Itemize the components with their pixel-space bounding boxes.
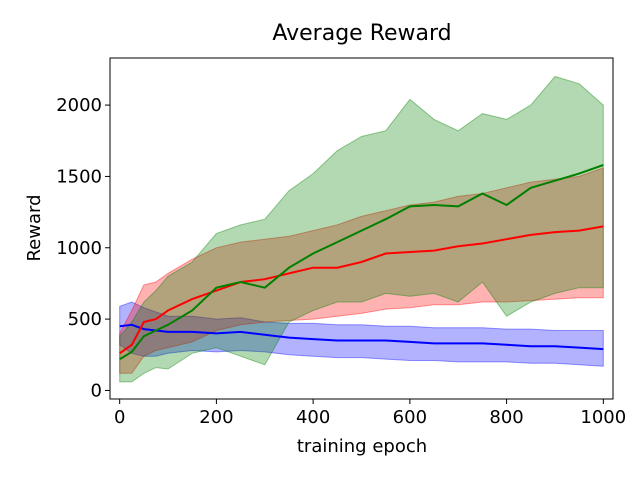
chart-title: Average Reward xyxy=(272,21,451,46)
x-tick-label: 200 xyxy=(199,407,233,428)
plot-frame xyxy=(109,57,614,400)
x-tick-label: 600 xyxy=(393,407,427,428)
series-1-band xyxy=(119,301,604,367)
series-2-band xyxy=(119,167,604,374)
series-2-line xyxy=(119,225,604,355)
x-axis: 0 200 400 600 800 1000 xyxy=(114,399,626,428)
y-tick-label: 2000 xyxy=(56,95,102,116)
x-axis-label: training epoch xyxy=(297,436,427,457)
y-axis: 0 500 1000 1500 2000 xyxy=(56,95,110,401)
y-axis-label: Reward xyxy=(24,194,45,261)
x-tick-label: 800 xyxy=(489,407,523,428)
series-3-line xyxy=(119,164,604,360)
plot-area xyxy=(119,75,604,383)
y-tick-label: 1500 xyxy=(56,166,102,187)
x-tick-label: 0 xyxy=(114,407,125,428)
y-tick-label: 500 xyxy=(68,309,102,330)
x-tick-label: 400 xyxy=(296,407,330,428)
y-tick-label: 0 xyxy=(91,380,102,401)
x-tick-label: 1000 xyxy=(580,407,626,428)
series-1-line xyxy=(119,323,604,351)
series-3-band xyxy=(119,75,604,383)
y-tick-label: 1000 xyxy=(56,238,102,259)
